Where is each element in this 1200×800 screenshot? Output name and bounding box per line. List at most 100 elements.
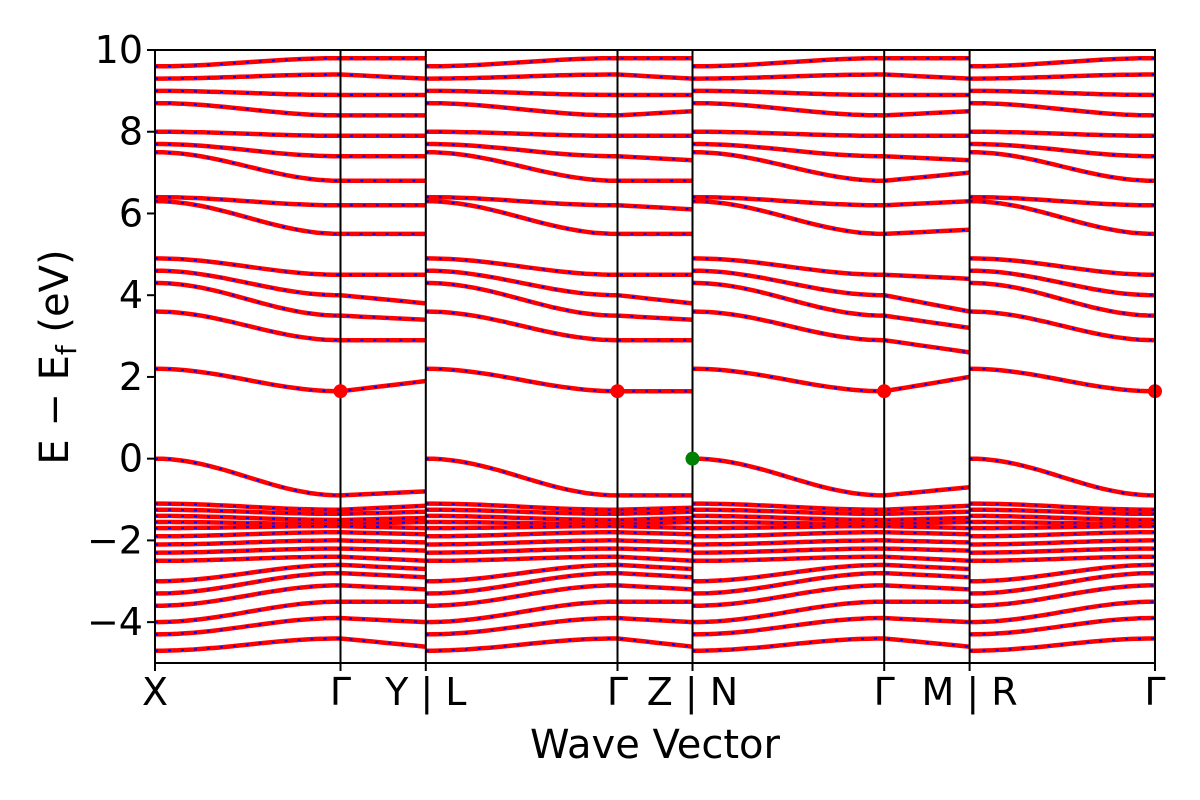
y-axis-label: E − Ef (eV) <box>32 249 83 464</box>
band-line-red <box>692 55 970 69</box>
band-line-red <box>425 366 693 394</box>
band-line-blue <box>692 200 970 235</box>
band-line-red <box>425 615 693 637</box>
band-line-blue <box>969 547 1155 554</box>
band-line-red <box>425 519 693 527</box>
band-line-blue <box>155 130 426 137</box>
band-line-red <box>425 129 693 139</box>
band-line-blue <box>969 600 1155 624</box>
band-line-red <box>692 129 970 139</box>
band-line-blue <box>155 200 426 235</box>
band-line-blue <box>969 102 1155 117</box>
band-line-blue <box>155 269 426 305</box>
band-line-blue <box>155 521 426 526</box>
band-line-blue <box>155 563 426 583</box>
band-line-blue <box>969 257 1155 276</box>
band-line-red <box>425 546 693 555</box>
band-line-red <box>425 507 693 517</box>
band-line-red <box>692 309 970 355</box>
band-line-red <box>692 194 970 208</box>
x-axis-ticks: X Γ Y | L Γ Z | N Γ M | R Γ <box>142 663 1166 715</box>
y-tick-label: −2 <box>87 518 143 562</box>
y-tick-label: 0 <box>119 437 143 481</box>
band-line-blue <box>969 89 1155 96</box>
x-axis-label: Wave Vector <box>530 722 781 768</box>
band-line-blue <box>692 269 970 313</box>
y-axis-ticks: −4 −2 0 2 4 6 8 10 <box>87 28 155 644</box>
band-line-blue <box>969 572 1155 595</box>
band-line-blue <box>155 547 426 554</box>
band-line-red <box>692 554 970 564</box>
band-line-red <box>425 529 693 539</box>
band-line-blue <box>155 257 426 276</box>
band-line-blue <box>155 514 426 522</box>
band-line-red <box>692 100 970 118</box>
y-axis-label-main: E − E <box>32 355 78 465</box>
high-symmetry-lines <box>339 50 971 663</box>
band-line-red <box>425 636 693 653</box>
band-line-red <box>692 529 970 539</box>
cbm-marker <box>610 384 625 399</box>
band-line-blue <box>155 525 426 530</box>
x-tick-label: Y | L <box>384 670 466 715</box>
band-line-blue <box>969 508 1155 515</box>
band-line-blue <box>425 457 693 497</box>
band-line-blue <box>969 525 1155 530</box>
band-line-red <box>425 149 693 184</box>
y-tick-label: 8 <box>119 110 143 154</box>
x-tick-label: Γ <box>1144 670 1165 714</box>
band-line-blue <box>969 130 1155 137</box>
band-line-red <box>425 256 693 278</box>
band-line-red <box>425 100 693 118</box>
band-line-blue <box>969 73 1155 80</box>
band-line-red <box>692 72 970 81</box>
band-line-red <box>425 141 693 163</box>
band-line-red <box>425 456 693 498</box>
plot-border <box>154 49 1156 664</box>
band-line-blue <box>155 151 426 182</box>
band-line-red <box>692 256 970 282</box>
band-line-blue <box>692 584 970 607</box>
x-tick-label: Z | N <box>647 670 738 715</box>
x-tick-label: M | R <box>922 670 1018 715</box>
x-tick-label: Γ <box>330 670 351 714</box>
band-line-red <box>692 88 970 98</box>
band-line-blue <box>155 89 426 96</box>
band-line-red <box>425 194 693 212</box>
cbm-marker <box>333 384 348 399</box>
band-line-blue <box>155 600 426 624</box>
band-line-blue <box>155 57 426 68</box>
band-line-blue <box>969 514 1155 521</box>
band-line-blue <box>969 637 1155 652</box>
bands-layer <box>155 55 1155 653</box>
band-line-blue <box>155 143 426 158</box>
band-line-blue <box>155 310 426 342</box>
plot-frame <box>154 49 1156 664</box>
band-line-red <box>425 599 693 625</box>
band-line-red <box>425 562 693 584</box>
band-line-blue <box>155 555 426 562</box>
band-line-blue <box>969 502 1155 511</box>
band-line-blue <box>969 196 1155 207</box>
band-line-blue <box>155 367 426 393</box>
band-line-red <box>425 570 693 596</box>
band-line-red <box>425 583 693 609</box>
band-line-red <box>425 538 693 547</box>
y-axis-label-sub: f <box>50 344 83 355</box>
band-line-blue <box>692 367 970 393</box>
band-line-blue <box>155 508 426 515</box>
band-line-red <box>155 456 426 498</box>
y-tick-label: 4 <box>119 273 143 317</box>
band-line-red <box>692 513 970 523</box>
band-line-red <box>692 519 970 527</box>
band-line-red <box>692 636 970 653</box>
band-line-blue <box>969 200 1155 235</box>
y-axis-label-unit: (eV) <box>32 249 78 345</box>
band-line-red <box>692 546 970 555</box>
band-line-red <box>692 501 970 513</box>
band-line-blue <box>969 269 1155 297</box>
band-line-blue <box>155 102 426 117</box>
y-tick-label: 2 <box>119 355 143 399</box>
extrema-markers <box>333 384 1162 466</box>
band-line-blue <box>155 616 426 636</box>
